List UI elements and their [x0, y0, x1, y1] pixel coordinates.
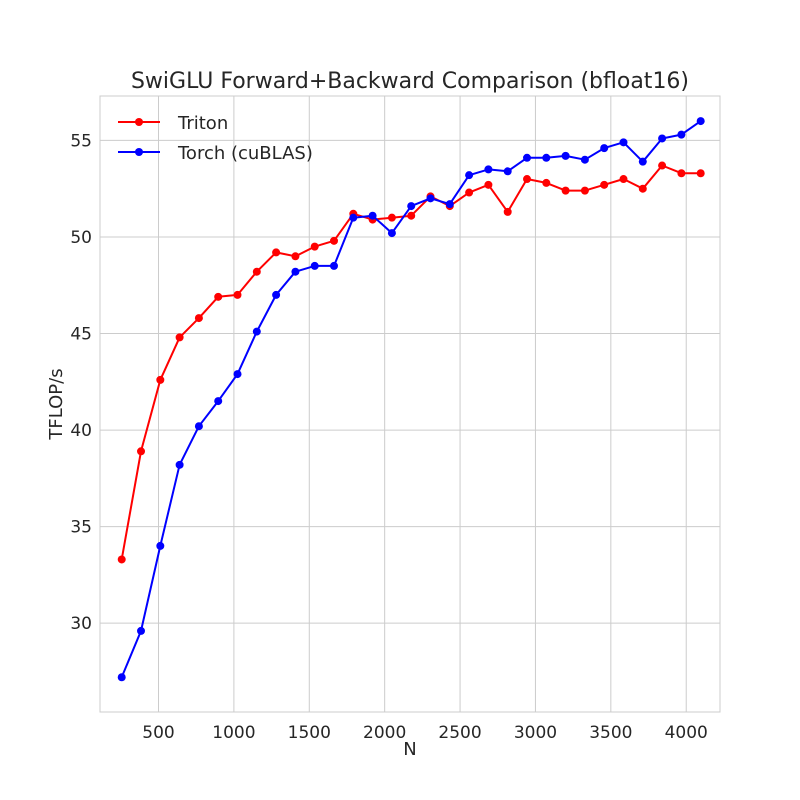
- data-point: [677, 130, 686, 139]
- x-axis-label: N: [403, 739, 416, 760]
- data-point: [175, 460, 184, 469]
- data-point: [387, 229, 396, 238]
- data-point: [310, 261, 319, 270]
- data-point: [272, 248, 281, 257]
- data-point: [600, 180, 609, 189]
- data-point: [658, 134, 667, 143]
- x-tick-label: 1000: [212, 723, 255, 743]
- legend-item: Torch (cuBLAS): [118, 143, 313, 164]
- series-1: [117, 161, 705, 564]
- data-point: [561, 151, 570, 160]
- x-tick-label: 2500: [438, 723, 481, 743]
- y-axis-label: TFLOP/s: [46, 368, 67, 440]
- data-point: [252, 327, 261, 336]
- data-point: [194, 422, 203, 431]
- data-point: [677, 169, 686, 178]
- data-point: [619, 138, 628, 147]
- data-point: [600, 144, 609, 153]
- data-point: [407, 202, 416, 211]
- chart-title: SwiGLU Forward+Backward Comparison (bflo…: [131, 69, 689, 94]
- y-tick-label: 40: [70, 421, 92, 441]
- data-point: [542, 153, 551, 162]
- x-tick-label: 1500: [288, 723, 331, 743]
- data-point: [580, 186, 589, 195]
- data-point: [368, 211, 377, 220]
- y-tick-label: 45: [70, 325, 92, 345]
- data-point: [291, 267, 300, 276]
- data-point: [542, 178, 551, 187]
- data-point: [387, 213, 396, 222]
- data-point: [465, 171, 474, 180]
- data-point: [291, 252, 300, 261]
- data-point: [214, 397, 223, 406]
- x-tick-labels: 500 1000 1500 2000 2500 3000 3500 4000: [142, 723, 708, 743]
- data-point: [310, 242, 319, 251]
- data-point: [638, 157, 647, 166]
- data-point: [503, 167, 512, 176]
- series-2: [117, 117, 705, 682]
- x-tick-label: 2000: [363, 723, 406, 743]
- data-point: [272, 290, 281, 299]
- data-point: [426, 194, 435, 203]
- data-point: [484, 165, 493, 174]
- series: [117, 117, 705, 682]
- x-tick-label: 3500: [589, 723, 632, 743]
- data-point: [214, 292, 223, 301]
- data-point: [137, 626, 146, 635]
- y-tick-label: 55: [70, 131, 92, 151]
- data-point: [523, 153, 532, 162]
- data-point: [233, 290, 242, 299]
- legend-marker: [135, 148, 143, 156]
- data-point: [194, 314, 203, 323]
- legend-item: Triton: [118, 113, 228, 134]
- legend-marker: [135, 118, 143, 126]
- data-point: [561, 186, 570, 195]
- data-point: [117, 673, 126, 682]
- x-tick-label: 4000: [665, 723, 708, 743]
- data-point: [330, 261, 339, 270]
- data-point: [696, 117, 705, 126]
- x-tick-label: 500: [142, 723, 174, 743]
- plot-frame: [99, 95, 721, 713]
- data-point: [445, 200, 454, 209]
- y-tick-labels: 30 35 40 45 50 55: [70, 131, 92, 634]
- data-point: [523, 175, 532, 184]
- data-point: [407, 211, 416, 220]
- y-tick-label: 35: [70, 518, 92, 538]
- data-point: [638, 184, 647, 193]
- data-point: [696, 169, 705, 178]
- data-point: [175, 333, 184, 342]
- data-point: [503, 207, 512, 216]
- legend: Triton Torch (cuBLAS): [118, 113, 313, 164]
- legend-label: Torch (cuBLAS): [177, 143, 313, 164]
- y-tick-label: 50: [70, 228, 92, 248]
- data-point: [619, 175, 628, 184]
- data-point: [117, 555, 126, 564]
- data-point: [465, 188, 474, 197]
- y-tick-label: 30: [70, 614, 92, 634]
- data-point: [658, 161, 667, 170]
- data-point: [580, 155, 589, 164]
- data-point: [252, 267, 261, 276]
- data-point: [137, 447, 146, 456]
- data-point: [484, 180, 493, 189]
- data-point: [349, 213, 358, 222]
- data-point: [330, 236, 339, 245]
- x-tick-label: 3000: [514, 723, 557, 743]
- data-point: [156, 541, 165, 550]
- data-point: [233, 370, 242, 379]
- data-point: [156, 375, 165, 384]
- legend-label: Triton: [177, 113, 228, 134]
- grid: [100, 96, 720, 712]
